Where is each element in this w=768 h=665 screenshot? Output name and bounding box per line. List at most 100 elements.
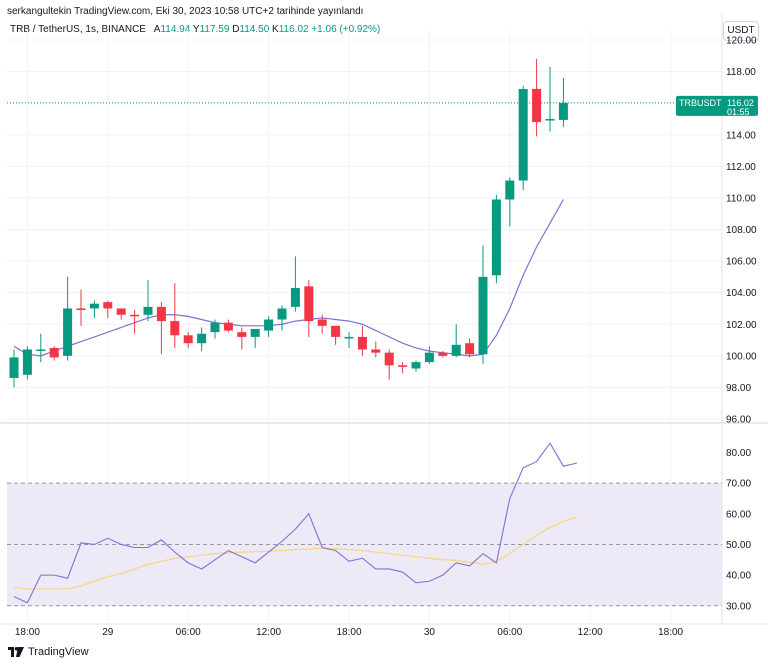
price-tick-label: 106.00	[726, 257, 757, 268]
candle	[223, 319, 233, 333]
rsi-tick-label: 40.00	[726, 571, 751, 582]
last-price-countdown: 01:55	[727, 107, 750, 117]
candles-layer	[9, 58, 568, 388]
candle	[277, 305, 287, 331]
tradingview-logo[interactable]: TradingView	[8, 646, 89, 658]
candle	[411, 360, 421, 372]
candle-body	[558, 102, 568, 120]
candle-body	[384, 352, 394, 366]
candle	[424, 346, 434, 364]
time-tick-label: 29	[102, 627, 114, 638]
time-tick-label: 12:00	[578, 627, 603, 638]
candle	[478, 245, 488, 364]
candle	[518, 85, 528, 191]
price-tick-label: 104.00	[726, 288, 757, 299]
candle-body	[250, 328, 260, 337]
rsi-line	[13, 442, 577, 604]
candle	[250, 328, 260, 348]
ohlc-open-value: 114.94	[160, 24, 191, 35]
rsi-band	[7, 482, 722, 607]
candle-body	[183, 335, 193, 344]
candle	[317, 314, 327, 334]
candle-body	[22, 349, 32, 375]
brand-name: TradingView	[28, 646, 89, 658]
candle	[210, 319, 220, 339]
time-tick-label: 06:00	[176, 627, 201, 638]
chart-canvas[interactable]: 96.00 98.00 100.00 102.00 104.00 106.00 108.00…	[0, 0, 768, 640]
time-tick-label: 06:00	[497, 627, 522, 638]
candle-body	[49, 347, 59, 358]
candle	[89, 300, 99, 318]
rsi-layer	[13, 442, 577, 604]
candle-body	[331, 325, 341, 337]
price-tick-label: 112.00	[726, 162, 756, 173]
candle	[344, 332, 354, 348]
time-tick-label: 30	[424, 627, 436, 638]
time-tick-label: 12:00	[256, 627, 281, 638]
candle	[9, 349, 19, 388]
candle	[398, 362, 408, 374]
symbol-legend: TRB / TetherUS, 1s, BINANCE A114.94 Y117…	[10, 24, 380, 35]
candle-body	[357, 336, 367, 350]
currency-button[interactable]: USDT	[723, 21, 759, 41]
candle	[558, 78, 568, 127]
rsi-tick-label: 80.00	[726, 448, 751, 459]
candle	[331, 325, 341, 345]
candle	[49, 346, 59, 361]
candle-body	[170, 321, 180, 336]
candle	[304, 280, 314, 337]
candle-body	[451, 344, 461, 356]
candle	[264, 316, 274, 337]
price-change: +1.06 (+0.92%)	[311, 24, 381, 35]
candle-body	[545, 118, 555, 121]
candle-body	[424, 352, 434, 363]
candle-body	[130, 314, 140, 317]
candle	[545, 66, 555, 132]
candle-body	[116, 308, 126, 315]
candle	[290, 256, 300, 312]
candle	[36, 333, 46, 363]
rsi-tick-label: 70.00	[726, 479, 751, 490]
time-tick-label: 18:00	[336, 627, 361, 638]
candle	[237, 327, 247, 350]
candle-body	[344, 336, 354, 339]
candle	[22, 346, 32, 380]
time-tick-label: 18:00	[658, 627, 683, 638]
candle	[156, 302, 166, 355]
candle-body	[371, 349, 381, 353]
rsi-ma-line	[13, 516, 577, 590]
ohlc-high-value: 117.59	[199, 24, 230, 35]
candle-body	[411, 362, 421, 369]
time-tick-label: 18:00	[15, 627, 40, 638]
price-tick-label: 120.00	[726, 36, 757, 47]
candle-body	[237, 332, 247, 337]
last-price-symbol: TRBUSDT	[679, 98, 722, 108]
candle	[116, 308, 126, 320]
candle	[143, 280, 153, 322]
candle	[76, 289, 86, 326]
candle	[183, 332, 193, 348]
candle-body	[197, 333, 207, 344]
candle	[451, 324, 461, 358]
symbol-name: TRB / TetherUS, 1s, BINANCE	[10, 24, 146, 35]
candle-body	[277, 308, 287, 320]
candle	[505, 177, 515, 227]
candle-body	[89, 303, 99, 309]
candle-body	[36, 349, 46, 352]
candle-body	[491, 199, 501, 276]
last-price-value: 116.02	[727, 98, 754, 108]
candle	[170, 283, 180, 348]
price-tick-label: 98.00	[726, 383, 751, 394]
candle	[491, 194, 501, 284]
rsi-tick-label: 60.00	[726, 509, 751, 520]
candle-body	[398, 365, 408, 367]
candle	[130, 310, 140, 334]
ohlc-high-key: Y	[192, 24, 200, 35]
candle	[357, 325, 367, 356]
candle-body	[9, 357, 19, 378]
candle-body	[518, 88, 528, 181]
candle-body	[465, 343, 475, 355]
ohlc-open-key: A	[153, 24, 161, 35]
candle-body	[63, 308, 73, 356]
candle-body	[478, 276, 488, 355]
